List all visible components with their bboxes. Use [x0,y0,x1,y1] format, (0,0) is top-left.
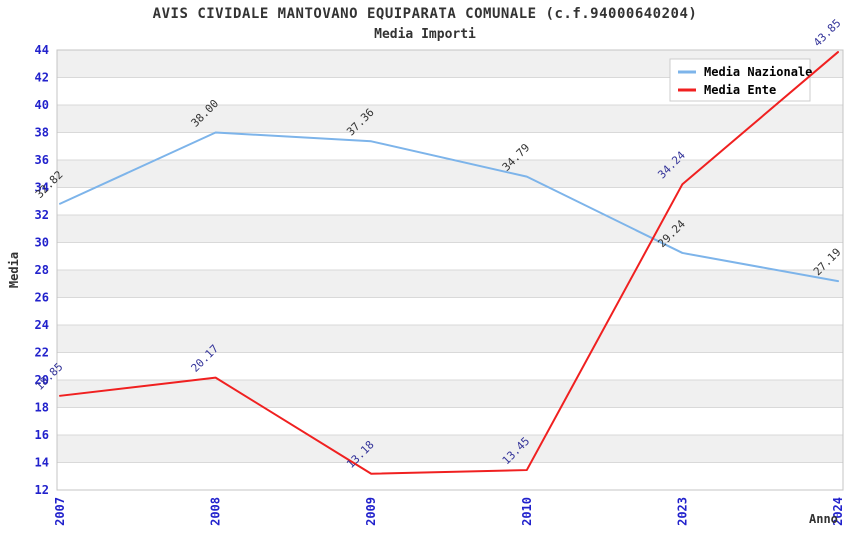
y-tick-label: 16 [35,428,49,442]
chart-subtitle: Media Importi [374,27,476,42]
legend [669,58,811,102]
x-tick-label: 2024 [831,497,845,526]
y-tick-label: 22 [35,346,49,360]
plot-band [57,160,843,188]
x-tick-label: 2010 [520,497,534,526]
plot-band [57,215,843,243]
x-tick-label: 2009 [364,497,378,526]
y-tick-label: 32 [35,208,49,222]
series-line-media-nazionale [59,131,839,283]
x-tick-label: 2023 [675,497,689,526]
y-tick-label: 24 [35,318,49,332]
y-tick-label: 34 [35,181,49,195]
y-tick-label: 18 [35,401,49,415]
y-axis-title: Media [7,251,21,289]
plot-band [57,325,843,353]
y-tick-label: 20 [35,373,49,387]
y-tick-label: 44 [35,43,49,57]
y-tick-label: 40 [35,98,49,112]
series-line-media-ente [59,51,839,475]
y-tick-label: 12 [35,483,49,497]
y-tick-label: 26 [35,291,49,305]
y-tick-label: 30 [35,236,49,250]
y-tick-label: 42 [35,71,49,85]
plot-band [57,270,843,298]
plot-band [57,435,843,463]
plot-band [57,105,843,133]
point-label-media-ente: 43.85 [811,17,844,50]
y-tick-label: 14 [35,456,49,470]
x-tick-label: 2007 [53,497,67,526]
x-tick-label: 2008 [209,497,223,526]
plot-border [56,49,844,491]
legend-label-media-nazionale: Media Nazionale [704,65,812,79]
chart-title: AVIS CIVIDALE MANTOVANO EQUIPARATA COMUN… [152,6,698,22]
legend-label-media-ente: Media Ente [704,83,776,97]
y-tick-label: 36 [35,153,49,167]
y-tick-label: 28 [35,263,49,277]
x-axis-title: Anno [809,512,838,526]
plot-band [57,380,843,408]
y-tick-label: 38 [35,126,49,140]
